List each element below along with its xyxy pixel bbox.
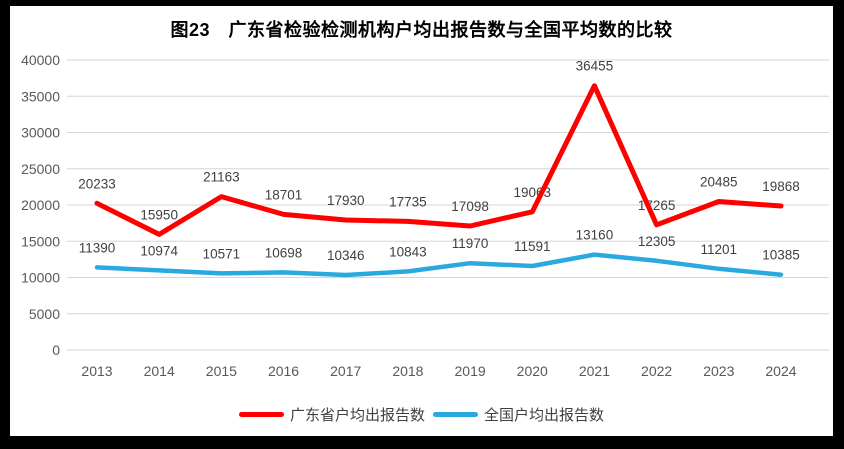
data-label: 13160 — [576, 228, 614, 243]
legend-label-guangdong: 广东省户均出报告数 — [289, 406, 425, 424]
data-label: 17098 — [451, 199, 489, 214]
x-axis-tick-label: 2019 — [455, 363, 486, 379]
data-label: 36455 — [576, 59, 614, 74]
blue-line-swatch-icon — [433, 411, 478, 417]
data-label: 17735 — [389, 194, 427, 209]
series-line-guangdong — [94, 83, 784, 237]
x-axis-tick-label: 2014 — [144, 363, 175, 379]
x-axis-tick-label: 2024 — [765, 363, 796, 379]
y-axis-tick-label: 40000 — [21, 52, 60, 68]
x-axis-tick-label: 2017 — [330, 363, 361, 379]
chart-legend: 广东省户均出报告数 全国户均出报告数 — [10, 400, 833, 428]
data-label: 20233 — [78, 176, 116, 191]
data-label: 11390 — [79, 240, 116, 255]
legend-item-national: 全国户均出报告数 — [433, 404, 604, 425]
x-axis-tick-label: 2023 — [703, 363, 734, 379]
x-axis-tick-label: 2016 — [268, 363, 299, 379]
legend-label-national: 全国户均出报告数 — [484, 406, 605, 424]
data-label: 12305 — [638, 234, 676, 249]
data-label: 18701 — [265, 187, 303, 202]
data-label: 11591 — [514, 239, 551, 254]
data-label: 11201 — [701, 242, 738, 257]
data-label: 10385 — [762, 248, 800, 263]
series-line-national — [94, 252, 784, 278]
data-label: 21163 — [203, 170, 240, 185]
x-axis-tick-label: 2020 — [517, 363, 548, 379]
y-axis-tick-label: 30000 — [21, 125, 60, 141]
y-axis-tick-label: 0 — [52, 342, 60, 358]
data-label: 10571 — [203, 246, 241, 261]
data-label: 10974 — [140, 243, 178, 258]
line-chart-canvas: 0 5000 10000 15000 20000 25000 30000 35000 40000… — [21, 52, 829, 379]
y-axis-tick-label: 35000 — [21, 88, 60, 104]
data-label: 17930 — [327, 193, 365, 208]
data-label: 20485 — [700, 174, 738, 189]
data-label: 10698 — [265, 245, 303, 260]
legend-item-guangdong: 广东省户均出报告数 — [238, 404, 425, 425]
x-axis-tick-label: 2021 — [579, 363, 610, 379]
y-axis-tick-label: 5000 — [29, 306, 60, 322]
x-axis-tick-label: 2015 — [206, 363, 237, 379]
y-axis-tick-label: 25000 — [21, 161, 60, 177]
data-label: 19868 — [762, 179, 800, 194]
y-axis-tick-label: 10000 — [21, 270, 60, 286]
chart-title: 图23 广东省检验检测机构户均出报告数与全国平均数的比较 — [170, 20, 673, 40]
x-axis-tick-label: 2013 — [81, 363, 112, 379]
y-axis-tick-label: 15000 — [21, 233, 60, 249]
data-label: 10346 — [327, 248, 365, 263]
data-label: 15950 — [140, 207, 178, 222]
data-label: 11970 — [452, 236, 489, 251]
red-line-swatch-icon — [238, 411, 284, 417]
chart-container: 图23 广东省检验检测机构户均出报告数与全国平均数的比较 0 5000 10000 1… — [10, 6, 833, 436]
x-axis-tick-label: 2022 — [641, 363, 672, 379]
x-axis-tick-label: 2018 — [392, 363, 423, 379]
y-axis-tick-label: 20000 — [21, 197, 60, 213]
data-label: 10843 — [389, 244, 427, 259]
